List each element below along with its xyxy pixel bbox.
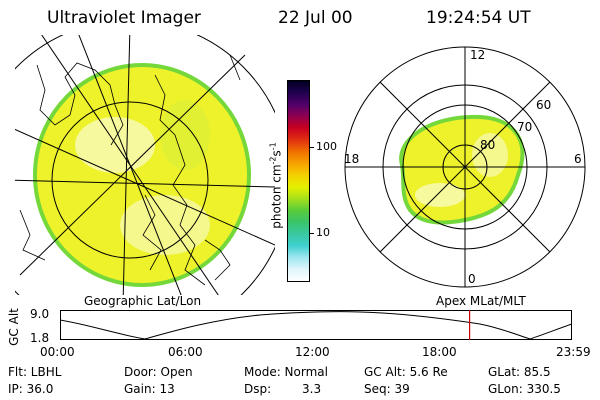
lat-label-80: 80	[480, 138, 495, 152]
mlt-label-6: 6	[574, 152, 582, 166]
time-label: 19:24:54 UT	[426, 8, 531, 28]
glat-info: GLat: 85.5	[488, 365, 551, 379]
coastlines	[19, 54, 241, 286]
timeline-tick-2: 12:00	[295, 345, 330, 359]
mlt-label-18: 18	[344, 152, 359, 166]
polar-caption: Apex MLat/MLT	[436, 294, 526, 308]
lat-label-60: 60	[536, 98, 551, 112]
colorbar-label-100: 100	[316, 140, 337, 153]
colorbar-tick-100	[309, 147, 314, 148]
timeline-ylabel: GC Alt	[7, 308, 21, 346]
gc-alt-info: GC Alt: 5.6 Re	[364, 365, 448, 379]
date-label: 22 Jul 00	[278, 8, 353, 28]
ip-info: IP: 36.0	[8, 382, 54, 396]
filter-info: Flt: LBHL	[8, 365, 62, 379]
gain-info: Gain: 13	[124, 382, 175, 396]
dsp-info-value: 3.3	[302, 382, 322, 396]
dsp-info-label: Dsp:	[244, 382, 272, 396]
colorbar-tick-10	[309, 233, 314, 234]
colorbar-label-10: 10	[316, 226, 330, 239]
polar-grid	[344, 46, 586, 288]
timeline-ymax: 9.0	[30, 307, 50, 321]
geo-caption: Geographic Lat/Lon	[84, 294, 202, 308]
timeline-ymin: 1.8	[30, 331, 50, 345]
colorbar-unit: photon cm-2s-1	[268, 142, 284, 229]
colorbar	[287, 80, 310, 282]
glon-info: GLon: 330.5	[488, 382, 561, 396]
altitude-curve	[60, 311, 572, 340]
timeline-tick-0: 00:00	[40, 345, 75, 359]
mlt-label-12: 12	[470, 48, 485, 62]
geo-grid	[15, 35, 275, 295]
aurora-disk	[33, 63, 251, 287]
lat-label-70: 70	[517, 120, 532, 134]
timeline-tick-3: 18:00	[422, 345, 457, 359]
mlt-label-0: 0	[468, 272, 476, 286]
polar-plot: 12 18 6 0 60 70 80	[344, 46, 586, 288]
timeline-tick-1: 06:00	[168, 345, 203, 359]
app-title: Ultraviolet Imager	[47, 8, 201, 28]
geographic-image	[15, 35, 275, 295]
timeline-tick-4: 23:59	[556, 345, 591, 359]
seq-info: Seq: 39	[364, 382, 410, 396]
mode-info: Mode: Normal	[244, 365, 328, 379]
door-info: Door: Open	[124, 365, 193, 379]
altitude-timeline	[60, 310, 572, 340]
